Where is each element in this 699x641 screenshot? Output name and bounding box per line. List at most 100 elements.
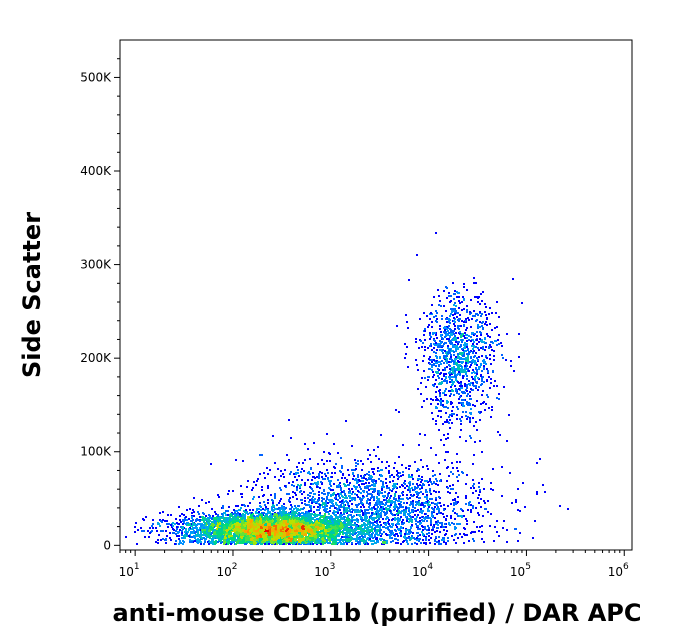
event-point [336, 517, 338, 519]
event-point [255, 512, 257, 514]
event-point [295, 473, 297, 475]
event-point [478, 482, 480, 484]
event-point [255, 542, 257, 544]
event-point [192, 509, 194, 511]
event-point [235, 539, 237, 541]
event-point [189, 508, 191, 510]
event-point [241, 541, 243, 543]
event-point [199, 523, 201, 525]
event-point [360, 475, 362, 477]
event-point [277, 512, 279, 514]
event-point [295, 494, 297, 496]
event-point [387, 487, 389, 489]
event-point [215, 513, 217, 515]
event-point [281, 524, 283, 526]
event-point [440, 505, 442, 507]
event-point [159, 512, 161, 514]
event-point [174, 543, 176, 545]
event-point [472, 485, 474, 487]
event-point [435, 536, 437, 538]
event-point [418, 444, 420, 446]
event-point [395, 498, 397, 500]
event-point [371, 543, 373, 545]
event-point [400, 530, 402, 532]
event-point [247, 518, 249, 520]
event-point [419, 534, 421, 536]
event-point [355, 540, 357, 542]
event-point [314, 528, 316, 530]
event-point [357, 496, 359, 498]
event-point [178, 523, 180, 525]
event-point [392, 480, 394, 482]
event-point [287, 539, 289, 541]
event-point [324, 537, 326, 539]
event-point [421, 525, 423, 527]
event-point [207, 528, 209, 530]
event-point [319, 514, 321, 516]
event-point [361, 533, 363, 535]
event-point [309, 499, 311, 501]
event-point [472, 479, 474, 481]
event-point [436, 541, 438, 543]
event-point [263, 512, 265, 514]
event-point [179, 519, 181, 521]
event-point [149, 527, 151, 529]
event-point [181, 532, 183, 534]
event-point [220, 542, 222, 544]
event-point [195, 531, 197, 533]
event-point [334, 519, 336, 521]
event-point [380, 524, 382, 526]
event-point [419, 433, 421, 435]
event-point [315, 535, 317, 537]
event-point [296, 479, 298, 481]
event-point [446, 480, 448, 482]
event-point [369, 538, 371, 540]
event-point [218, 538, 220, 540]
event-point [285, 520, 287, 522]
event-point [298, 462, 300, 464]
event-point [301, 493, 303, 495]
event-point [288, 493, 290, 495]
event-point [175, 530, 177, 532]
event-point [246, 538, 248, 540]
event-point [158, 534, 160, 536]
event-point [323, 527, 325, 529]
event-point [390, 534, 392, 536]
event-point [253, 532, 255, 534]
event-point [466, 474, 468, 476]
event-point [432, 508, 434, 510]
event-point [261, 533, 263, 535]
event-point [341, 536, 343, 538]
event-point [332, 503, 334, 505]
event-point [368, 474, 370, 476]
event-point [334, 472, 336, 474]
event-point [290, 538, 292, 540]
event-point [301, 535, 303, 537]
event-point [356, 486, 358, 488]
event-point [339, 482, 341, 484]
event-point [283, 543, 285, 545]
event-point [463, 533, 465, 535]
event-point [415, 523, 417, 525]
event-point [313, 442, 315, 444]
event-point [341, 500, 343, 502]
event-point [227, 519, 229, 521]
event-point [438, 510, 440, 512]
event-point [283, 525, 285, 527]
event-point [363, 475, 365, 477]
event-point [372, 471, 374, 473]
event-point [424, 513, 426, 515]
event-point [270, 513, 272, 515]
event-point [327, 542, 329, 544]
event-point [357, 519, 359, 521]
event-point [372, 524, 374, 526]
event-point [261, 516, 263, 518]
event-point [239, 538, 241, 540]
event-point [371, 536, 373, 538]
event-point [405, 539, 407, 541]
event-point [230, 537, 232, 539]
event-point [431, 511, 433, 513]
event-point [184, 537, 186, 539]
event-point [408, 537, 410, 539]
event-point [381, 469, 383, 471]
